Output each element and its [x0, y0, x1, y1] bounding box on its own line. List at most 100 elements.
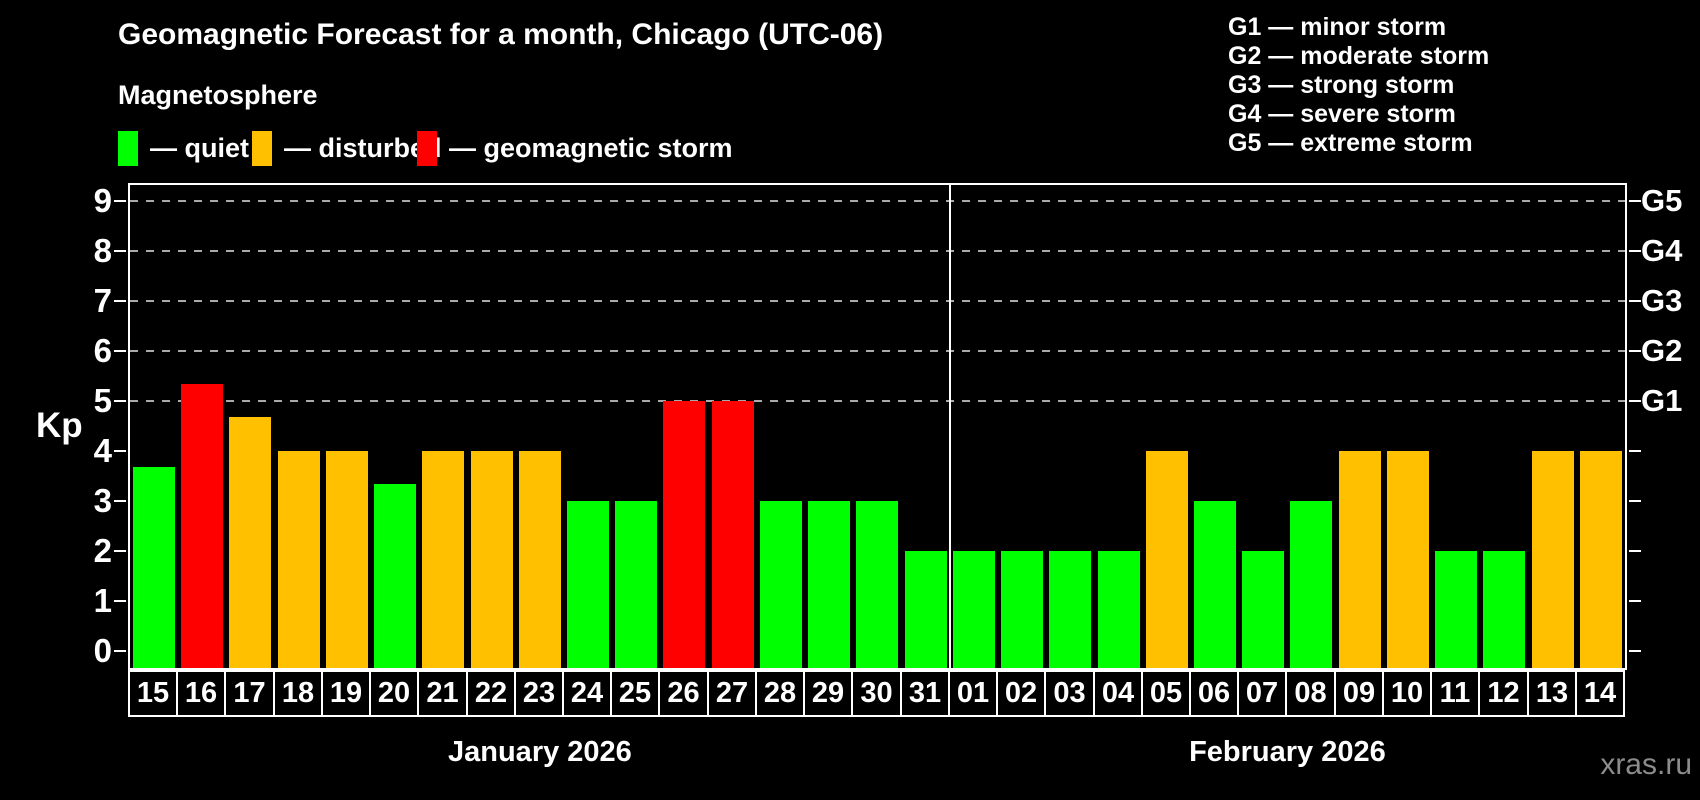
bar-day-16 — [181, 384, 223, 668]
gridline-kp5 — [130, 400, 1625, 402]
y-tick-label-2: 2 — [93, 532, 112, 569]
left-tick-kp2 — [114, 550, 126, 552]
bar-day-06 — [1194, 501, 1236, 668]
day-label-11: 11 — [1430, 670, 1480, 717]
day-label-14: 14 — [1575, 670, 1625, 717]
bar-day-10 — [1387, 451, 1429, 668]
right-tick-kp3 — [1629, 500, 1641, 502]
g-axis-label-G4: G4 — [1641, 233, 1683, 268]
gridline-kp8 — [130, 250, 1625, 252]
legend-item-storm: — geomagnetic storm — [417, 131, 733, 166]
day-label-31: 31 — [900, 670, 950, 717]
day-label-22: 22 — [466, 670, 516, 717]
g-legend-line-3: G3 — strong storm — [1228, 71, 1455, 99]
left-tick-kp6 — [114, 350, 126, 352]
day-label-24: 24 — [562, 670, 612, 717]
month-separator-line — [949, 185, 951, 668]
g-legend-line-2: G2 — moderate storm — [1228, 42, 1490, 70]
chart-title: Geomagnetic Forecast for a month, Chicag… — [118, 18, 884, 51]
y-tick-label-3: 3 — [93, 482, 112, 519]
day-label-13: 13 — [1527, 670, 1577, 717]
day-label-18: 18 — [273, 670, 323, 717]
g-legend-line-5: G5 — extreme storm — [1228, 129, 1473, 157]
y-axis-label: Kp — [36, 406, 83, 445]
y-tick-label-1: 1 — [93, 582, 112, 619]
bar-day-12 — [1483, 551, 1525, 668]
plot-area — [114, 183, 1641, 670]
left-tick-kp5 — [114, 400, 126, 402]
right-tick-kp0 — [1629, 650, 1641, 652]
g-axis-label-G1: G1 — [1641, 383, 1683, 418]
left-tick-kp3 — [114, 500, 126, 502]
day-axis-row: 15 16 17 18 19 20 21 22 23 24 25 26 27 28 29 30 31 01 02 03… — [128, 670, 1625, 717]
bar-day-23 — [519, 451, 561, 668]
left-tick-kp0 — [114, 650, 126, 652]
right-tick-kp8 — [1629, 250, 1641, 252]
bar-day-18 — [278, 451, 320, 668]
g-scale-legend: G1 — minor storm G2 — moderate storm G3 — … — [1228, 13, 1489, 158]
left-tick-kp9 — [114, 200, 126, 202]
day-label-28: 28 — [755, 670, 805, 717]
g-axis-label-G2: G2 — [1641, 333, 1683, 368]
left-tick-kp8 — [114, 250, 126, 252]
bar-day-27 — [712, 401, 754, 668]
left-tick-kp7 — [114, 300, 126, 302]
bar-day-15 — [133, 467, 175, 668]
bar-day-22 — [471, 451, 513, 668]
day-label-25: 25 — [610, 670, 660, 717]
storm-swatch-icon — [417, 131, 437, 166]
bar-day-09 — [1339, 451, 1381, 668]
day-label-07: 07 — [1237, 670, 1287, 717]
disturbed-swatch-icon — [252, 131, 272, 166]
bar-day-24 — [567, 501, 609, 668]
bar-day-31 — [905, 551, 947, 668]
day-label-16: 16 — [176, 670, 226, 717]
left-tick-kp1 — [114, 600, 126, 602]
y-tick-label-0: 0 — [93, 632, 112, 669]
y-tick-label-9: 9 — [93, 182, 112, 219]
y-tick-label-4: 4 — [93, 432, 112, 469]
day-label-27: 27 — [707, 670, 757, 717]
day-label-05: 05 — [1141, 670, 1191, 717]
day-label-08: 08 — [1285, 670, 1336, 717]
day-label-06: 06 — [1189, 670, 1239, 717]
right-tick-kp4 — [1629, 450, 1641, 452]
right-tick-kp1 — [1629, 600, 1641, 602]
y-tick-label-7: 7 — [93, 282, 112, 319]
day-label-04: 04 — [1093, 670, 1143, 717]
gridline-kp7 — [130, 300, 1625, 302]
plot-inner — [114, 185, 1641, 668]
legend-item-disturbed: — disturbed — [252, 131, 442, 166]
day-label-23: 23 — [514, 670, 564, 717]
day-label-02: 02 — [996, 670, 1046, 717]
bar-day-29 — [808, 501, 850, 668]
day-label-09: 09 — [1334, 670, 1384, 717]
day-label-01: 01 — [948, 670, 998, 717]
status-legend: — quiet — disturbed — geomagnetic storm — [118, 131, 818, 167]
watermark: xras.ru — [1600, 748, 1692, 781]
bar-day-19 — [326, 451, 368, 668]
bar-day-02 — [1001, 551, 1043, 668]
left-tick-kp4 — [114, 450, 126, 452]
right-tick-kp9 — [1629, 200, 1641, 202]
day-label-17: 17 — [224, 670, 275, 717]
legend-label: — geomagnetic storm — [449, 133, 733, 163]
magnetosphere-label: Magnetosphere — [118, 80, 318, 110]
bar-day-04 — [1098, 551, 1140, 668]
right-tick-kp2 — [1629, 550, 1641, 552]
bar-day-17 — [229, 417, 271, 668]
y-tick-label-5: 5 — [93, 382, 112, 419]
bar-day-08 — [1290, 501, 1332, 668]
gridline-kp6 — [130, 350, 1625, 352]
bar-day-05 — [1146, 451, 1188, 668]
day-label-12: 12 — [1478, 670, 1529, 717]
day-label-10: 10 — [1382, 670, 1432, 717]
bar-day-20 — [374, 484, 416, 668]
g-legend-line-1: G1 — minor storm — [1228, 13, 1447, 41]
legend-item-quiet: — quiet — [118, 131, 249, 166]
bar-day-07 — [1242, 551, 1284, 668]
legend-label: — quiet — [150, 133, 249, 163]
bar-day-03 — [1049, 551, 1091, 668]
bar-day-26 — [663, 401, 705, 668]
day-label-30: 30 — [851, 670, 902, 717]
